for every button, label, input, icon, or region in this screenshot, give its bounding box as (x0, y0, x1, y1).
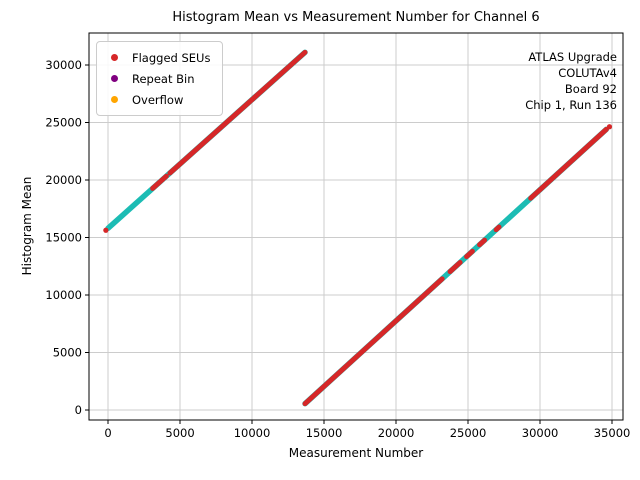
repeat-bin-marker-icon (111, 75, 118, 82)
overflow-marker-icon (111, 96, 118, 103)
flagged-run-line (447, 259, 463, 275)
annotation-line-4: Chip 1, Run 136 (525, 98, 617, 112)
legend-label-flagged-seus: Flagged SEUs (132, 50, 211, 65)
flagged-run-line (167, 49, 308, 176)
x-axis-label: Measurement Number (288, 446, 424, 460)
legend-item-repeat-bin: Repeat Bin (105, 68, 210, 89)
flagged-dot (606, 124, 613, 130)
annotation-line-1: ATLAS Upgrade (528, 50, 617, 64)
legend-label-repeat-bin: Repeat Bin (132, 71, 195, 86)
legend-item-overflow: Overflow (105, 89, 210, 110)
x-tick-label: 15000 (306, 426, 343, 440)
y-tick-label: 15000 (45, 230, 82, 244)
legend: Flagged SEUs Repeat Bin Overflow (96, 41, 224, 116)
chart-title: Histogram Mean vs Measurement Number for… (172, 10, 540, 25)
axes-spines (88, 32, 624, 421)
flagged-run-line (302, 276, 445, 407)
x-tick-label: 20000 (378, 426, 415, 440)
flagged-run-line (477, 237, 488, 248)
y-tick-label: 30000 (45, 58, 82, 72)
y-tick-label: 20000 (45, 173, 82, 187)
flagged-run-line (528, 126, 609, 201)
x-tick-label: 5000 (165, 426, 194, 440)
x-tick-label: 30000 (522, 426, 559, 440)
flagged-run-line (493, 224, 502, 233)
x-tick-label: 0 (104, 426, 111, 440)
flagged-run-line (150, 173, 169, 191)
x-tick-label: 35000 (594, 426, 631, 440)
legend-label-overflow: Overflow (132, 92, 184, 107)
y-tick-label: 0 (75, 403, 82, 417)
flagged-dot (103, 227, 109, 233)
legend-item-flagged-seus: Flagged SEUs (105, 47, 210, 68)
x-tick-label: 25000 (450, 426, 487, 440)
flagged-seus-marker-icon (111, 54, 118, 61)
y-tick-label: 10000 (45, 288, 82, 302)
y-tick-label: 5000 (53, 345, 82, 359)
x-tick-label: 10000 (234, 426, 271, 440)
flagged-run-line (464, 248, 475, 260)
annotation-box: ATLAS Upgrade COLUTAv4 Board 92 Chip 1, … (525, 49, 617, 113)
y-tick-label: 25000 (45, 115, 82, 129)
annotation-line-2: COLUTAv4 (558, 66, 617, 80)
annotation-line-3: Board 92 (564, 82, 617, 96)
y-axis-label: Histogram Mean (20, 176, 34, 276)
